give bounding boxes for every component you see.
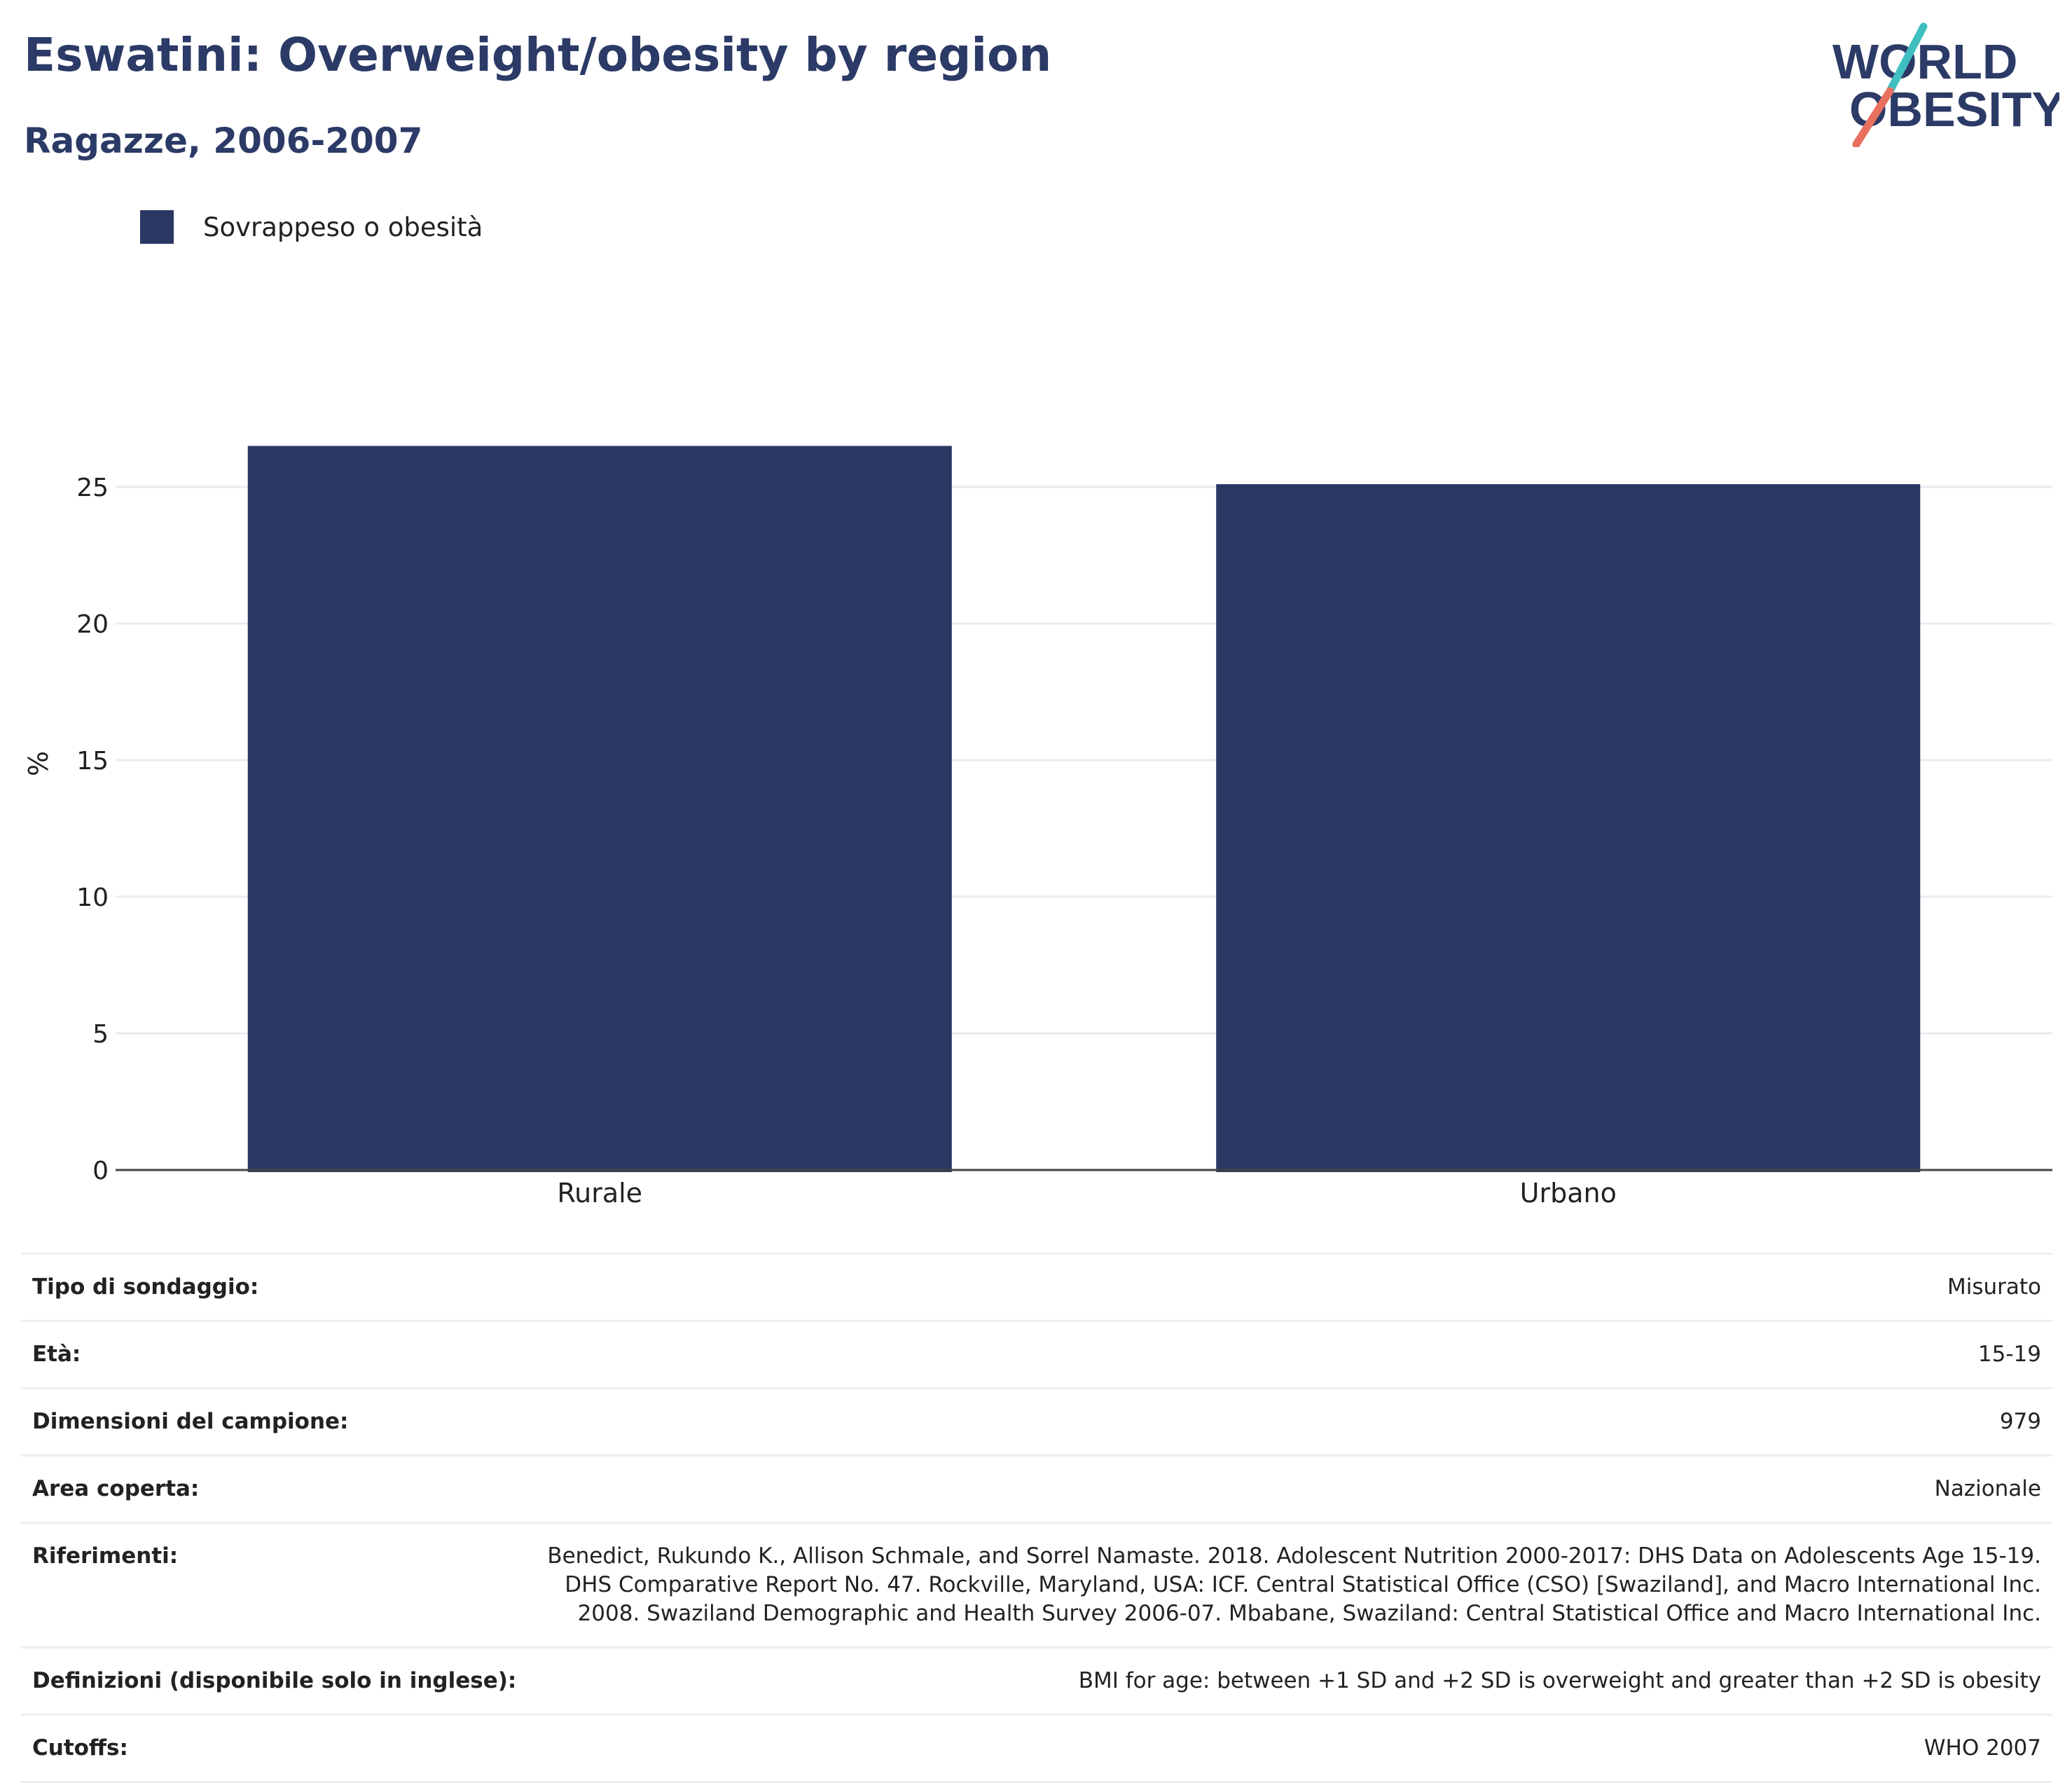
x-tick-label: Rurale [557, 1178, 642, 1209]
details-row: Area coperta: Nazionale [21, 1454, 2052, 1523]
chart-title: Eswatini: Overweight/obesity by region [24, 28, 1052, 82]
y-tick-label: 0 [92, 1157, 109, 1185]
y-axis-label: % [23, 751, 54, 776]
y-tick-label: 20 [76, 610, 109, 639]
details-key: Riferimenti: [21, 1522, 534, 1648]
y-tick-label: 25 [76, 474, 109, 502]
logo-text-world: WORLD [1832, 34, 2017, 89]
details-value: 15-19 [534, 1320, 2052, 1389]
legend-swatch[interactable] [140, 210, 174, 244]
details-value: Misurato [534, 1253, 2052, 1321]
axes: 0 5 10 15 20 25 Rurale Urbano [76, 474, 2052, 1209]
details-key: Definizioni (disponibile solo in inglese… [21, 1646, 534, 1715]
details-value: BMI for age: between +1 SD and +2 SD is … [534, 1646, 2052, 1715]
y-tick-label: 10 [76, 883, 109, 912]
y-tick-label: 5 [92, 1020, 109, 1049]
details-row: Età: 15-19 [21, 1320, 2052, 1389]
details-row: Definizioni (disponibile solo in inglese… [21, 1646, 2052, 1715]
details-row: Dimensioni del campione: 979 [21, 1387, 2052, 1456]
bar-urbano[interactable] [1216, 484, 1921, 1172]
legend: Sovrappeso o obesità [140, 210, 483, 244]
details-value: WHO 2007 [534, 1714, 2052, 1783]
details-value: Benedict, Rukundo K., Allison Schmale, a… [534, 1522, 2052, 1648]
y-tick-label: 15 [76, 747, 109, 776]
logo-text-obesity: OBESITY [1849, 82, 2059, 137]
details-key: Cutoffs: [21, 1714, 534, 1783]
details-row: Tipo di sondaggio: Misurato [21, 1253, 2052, 1321]
details-value: 979 [534, 1387, 2052, 1456]
bar-rurale[interactable] [247, 446, 952, 1173]
details-key: Tipo di sondaggio: [21, 1253, 534, 1321]
chart-subtitle: Ragazze, 2006-2007 [24, 121, 423, 161]
logo-slash-coral [1852, 87, 1894, 147]
bar-chart: 0 5 10 15 20 25 Rurale Urbano % [23, 446, 2052, 1209]
details-key: Area coperta: [21, 1454, 534, 1523]
details-value: Nazionale [534, 1454, 2052, 1523]
x-tick-label: Urbano [1520, 1178, 1617, 1209]
details-key: Età: [21, 1320, 534, 1389]
details-row: Riferimenti: Benedict, Rukundo K., Alliso… [21, 1522, 2052, 1648]
logo-slash-teal [1886, 22, 1928, 95]
bars [247, 446, 1921, 1173]
world-obesity-logo: WORLD OBESITY [1832, 22, 2059, 147]
details-row: Cutoffs: WHO 2007 [21, 1714, 2052, 1783]
details-key: Dimensioni del campione: [21, 1387, 534, 1456]
details-table: Tipo di sondaggio: Misurato Età: 15-19 Dimen… [21, 1253, 2052, 1783]
legend-label[interactable]: Sovrappeso o obesità [203, 212, 483, 242]
